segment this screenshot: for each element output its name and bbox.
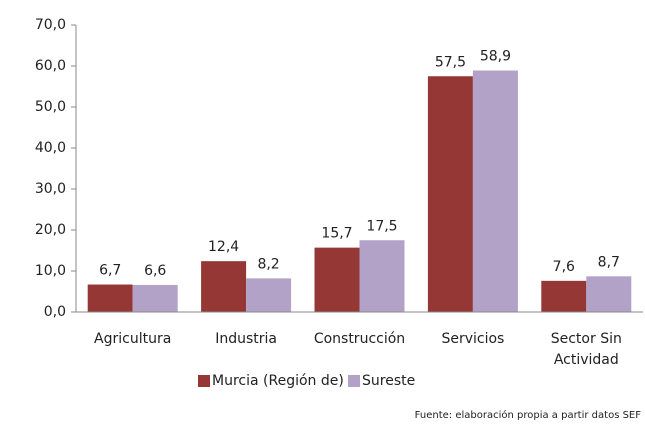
data-label: 7,6 (553, 259, 575, 275)
bar (87, 284, 133, 312)
legend-swatch (198, 375, 210, 387)
y-tick-label: 10,0 (35, 263, 66, 279)
x-tick-label: Servicios (441, 331, 505, 347)
y-tick-label: 0,0 (44, 304, 66, 320)
data-label: 15,7 (321, 226, 352, 242)
data-label: 6,6 (144, 263, 166, 279)
y-tick-label: 20,0 (35, 222, 66, 238)
x-tick-label: Industria (215, 331, 277, 347)
data-label: 8,7 (598, 254, 620, 270)
bar (586, 276, 632, 312)
y-tick-label: 60,0 (35, 58, 66, 74)
source-note: Fuente: elaboración propia a partir dato… (414, 410, 641, 421)
data-label: 57,5 (435, 54, 466, 70)
bar (201, 261, 247, 312)
bar (359, 240, 405, 312)
y-tick-label: 70,0 (35, 17, 66, 33)
x-tick-label: Agricultura (94, 331, 172, 347)
x-tick-label: Sector Sin Actividad (550, 331, 622, 368)
legend-swatch (348, 375, 360, 387)
bar (541, 280, 587, 312)
bar (246, 278, 292, 312)
legend-label: Sureste (362, 373, 416, 389)
y-tick-label: 30,0 (35, 181, 66, 197)
data-label: 17,5 (366, 218, 397, 234)
data-label: 6,7 (99, 263, 121, 279)
bar (314, 247, 360, 312)
data-label: 58,9 (480, 49, 511, 65)
bar (472, 70, 518, 312)
bar (132, 284, 178, 312)
y-tick-label: 40,0 (35, 140, 66, 156)
bar (427, 76, 473, 312)
legend-item: Sureste (348, 373, 415, 389)
y-tick-label: 50,0 (35, 99, 66, 115)
legend-label: Murcia (Región de) (212, 373, 344, 389)
data-label: 12,4 (208, 239, 239, 255)
legend-item: Murcia (Región de) (198, 373, 344, 389)
x-tick-label: Construcción (313, 331, 406, 347)
data-label: 8,2 (257, 256, 279, 272)
